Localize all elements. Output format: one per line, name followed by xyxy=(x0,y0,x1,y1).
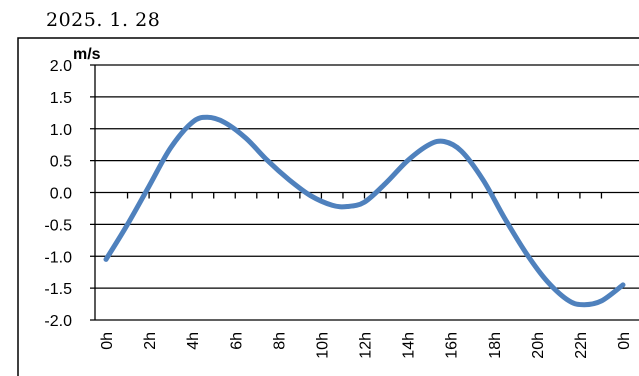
y-tick-label: -0.5 xyxy=(44,217,72,234)
y-axis-label: m/s xyxy=(73,46,101,63)
y-tick-label: 0.0 xyxy=(50,186,72,203)
x-tick-label: 20h xyxy=(530,332,547,359)
x-tick-label: 2h xyxy=(142,332,159,350)
y-tick-label: 2.0 xyxy=(50,58,72,75)
y-tick-label: -2.0 xyxy=(44,313,72,330)
y-tick-labels: 2.0 1.5 1.0 0.5 0.0 -0.5 -1.0 -1.5 -2.0 xyxy=(44,58,72,330)
x-tick-label: 18h xyxy=(487,332,504,359)
x-tick-label: 10h xyxy=(314,332,331,359)
y-tick-label: 0.5 xyxy=(50,154,72,171)
x-tick-label: 16h xyxy=(444,332,461,359)
y-tick-label: -1.0 xyxy=(44,249,72,266)
x-tick-label: 8h xyxy=(271,332,288,350)
x-tick-label: 0h xyxy=(616,332,633,350)
y-tick-label: -1.5 xyxy=(44,281,72,298)
x-tick-label: 22h xyxy=(573,332,590,359)
x-tick-label: 14h xyxy=(401,332,418,359)
x-tick-label: 0h xyxy=(99,332,116,350)
series-line xyxy=(103,114,626,308)
x-tick-label: 4h xyxy=(185,332,202,350)
y-tick-label: 1.5 xyxy=(50,90,72,107)
date-label: 2025. 1. 28 xyxy=(46,9,161,31)
x-tick-label: 6h xyxy=(228,332,245,350)
gridlines xyxy=(90,64,639,321)
series-layer xyxy=(103,114,626,308)
y-tick-label: 1.0 xyxy=(50,122,72,139)
x-tick-label: 12h xyxy=(358,332,375,359)
chart-frame xyxy=(17,37,639,376)
x-tick-labels: 0h 2h 4h 6h 8h 10h 12h 14h 16h 18h 20h 22h 0h xyxy=(99,332,633,359)
